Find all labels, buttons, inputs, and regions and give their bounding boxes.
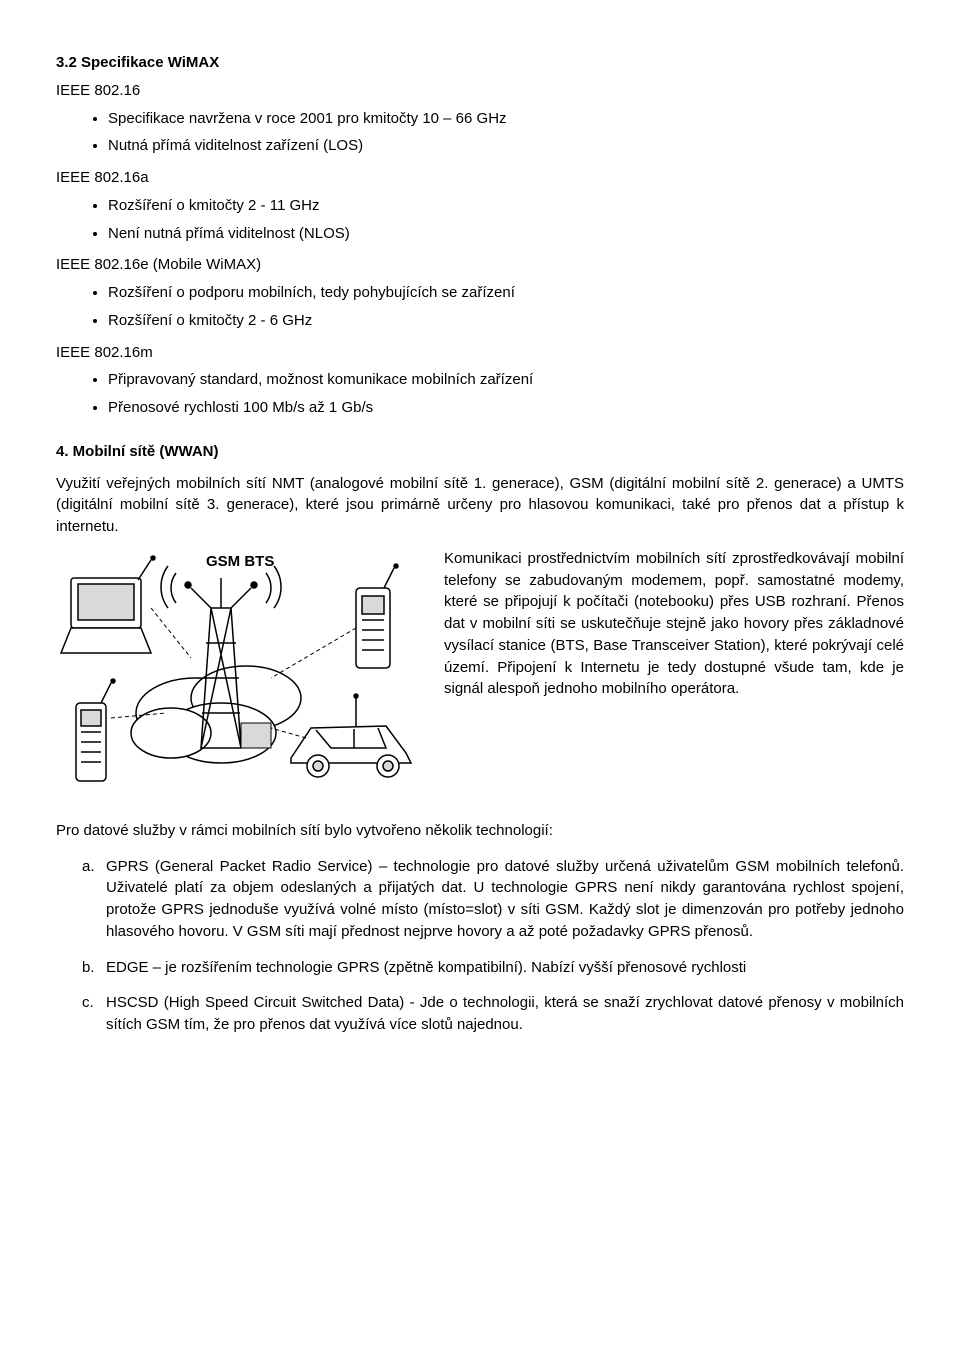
- tech-intro-line: Pro datové služby v rámci mobilních sítí…: [56, 820, 904, 842]
- spec-block-2-list: Rozšíření o podporu mobilních, tedy pohy…: [56, 282, 904, 332]
- list-text: EDGE – je rozšířením technologie GPRS (z…: [106, 959, 746, 976]
- technology-list: a. GPRS (General Packet Radio Service) –…: [56, 856, 904, 1036]
- list-item: Specifikace navržena v roce 2001 pro kmi…: [108, 108, 904, 130]
- list-marker: b.: [82, 957, 95, 979]
- figure-side-paragraph: Komunikaci prostřednictvím mobilních sít…: [444, 548, 904, 808]
- list-marker: a.: [82, 856, 95, 878]
- section-3-2-title: 3.2 Specifikace WiMAX: [56, 52, 904, 74]
- spec-block-3-label: IEEE 802.16m: [56, 342, 904, 364]
- section-4-intro: Využití veřejných mobilních sítí NMT (an…: [56, 473, 904, 538]
- spec-block-3-list: Připravovaný standard, možnost komunikac…: [56, 369, 904, 419]
- spec-block-1-label: IEEE 802.16a: [56, 167, 904, 189]
- section-4-title: 4. Mobilní sítě (WWAN): [56, 441, 904, 463]
- list-marker: c.: [82, 992, 94, 1014]
- list-item: Rozšíření o kmitočty 2 - 11 GHz: [108, 195, 904, 217]
- list-item: Nutná přímá viditelnost zařízení (LOS): [108, 135, 904, 157]
- list-item-b: b. EDGE – je rozšířením technologie GPRS…: [86, 957, 904, 979]
- list-item-a: a. GPRS (General Packet Radio Service) –…: [86, 856, 904, 943]
- list-text: GPRS (General Packet Radio Service) – te…: [106, 858, 904, 940]
- figure-label: GSM BTS: [206, 553, 274, 570]
- list-item: Rozšíření o kmitočty 2 - 6 GHz: [108, 310, 904, 332]
- spec-block-0-label: IEEE 802.16: [56, 80, 904, 102]
- list-item-c: c. HSCSD (High Speed Circuit Switched Da…: [86, 992, 904, 1036]
- list-text: HSCSD (High Speed Circuit Switched Data)…: [106, 994, 904, 1033]
- list-item: Připravovaný standard, možnost komunikac…: [108, 369, 904, 391]
- spec-block-0-list: Specifikace navržena v roce 2001 pro kmi…: [56, 108, 904, 158]
- spec-block-2-label: IEEE 802.16e (Mobile WiMAX): [56, 254, 904, 276]
- gsm-bts-diagram-icon: GSM BTS: [56, 548, 426, 808]
- list-item: Rozšíření o podporu mobilních, tedy pohy…: [108, 282, 904, 304]
- gsm-bts-figure: GSM BTS: [56, 548, 426, 808]
- list-item: Není nutná přímá viditelnost (NLOS): [108, 223, 904, 245]
- list-item: Přenosové rychlosti 100 Mb/s až 1 Gb/s: [108, 397, 904, 419]
- spec-block-1-list: Rozšíření o kmitočty 2 - 11 GHz Není nut…: [56, 195, 904, 245]
